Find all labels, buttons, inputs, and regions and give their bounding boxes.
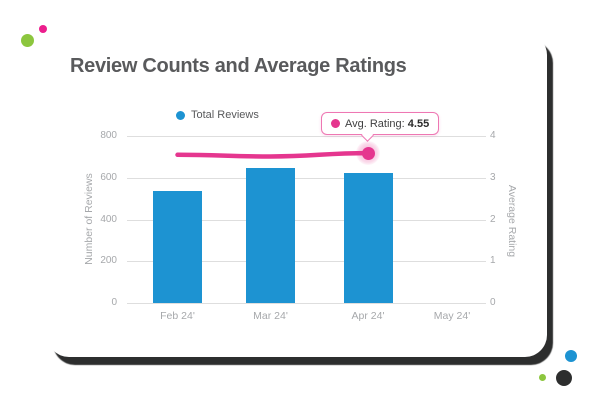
gridline xyxy=(127,177,486,179)
left-tick-label: 600 xyxy=(100,171,117,183)
decorative-dot-pink xyxy=(38,24,47,33)
left-tick-label: 400 xyxy=(100,213,117,225)
x-label: Apr 24' xyxy=(351,310,385,322)
x-label: Mar 24' xyxy=(253,310,288,322)
bar-apr24[interactable] xyxy=(343,172,393,303)
decorative-dot-dark xyxy=(556,370,572,386)
legend-label: Total Reviews xyxy=(191,109,259,121)
tooltip-dot-icon xyxy=(331,119,340,128)
bar-mar24[interactable] xyxy=(246,168,295,303)
x-label: Feb 24' xyxy=(160,310,195,322)
right-tick-label: 0 xyxy=(490,297,496,308)
decorative-dot-blue xyxy=(565,350,577,362)
gridline xyxy=(127,219,486,221)
right-tick-label: 1 xyxy=(490,255,496,267)
left-tick-label: 0 xyxy=(111,297,117,308)
right-tick-label: 2 xyxy=(490,213,496,225)
bar-feb24[interactable] xyxy=(153,191,202,303)
decorative-dot-green-small xyxy=(539,374,546,381)
legend-dot-icon xyxy=(176,110,185,120)
tooltip-text: Avg. Rating: 4.55 xyxy=(345,118,429,130)
tooltip-label: Avg. Rating: xyxy=(345,117,405,130)
gridline xyxy=(127,136,486,137)
chart-title: Review Counts and Average Ratings xyxy=(70,55,407,77)
right-tick-label: 4 xyxy=(490,130,496,141)
x-label: May 24' xyxy=(433,310,471,322)
gridline xyxy=(127,261,486,263)
tooltip-value: 4.55 xyxy=(407,117,430,130)
left-tick-label: 800 xyxy=(100,130,117,141)
rating-tooltip: Avg. Rating: 4.55 xyxy=(321,112,440,142)
gridline xyxy=(127,303,486,304)
decorative-dot-green-top xyxy=(21,34,34,47)
left-tick-label: 200 xyxy=(100,255,117,267)
rating-marker[interactable] xyxy=(361,146,375,160)
legend[interactable]: Total Reviews xyxy=(176,109,259,121)
tooltip-pointer-icon xyxy=(361,129,374,142)
right-tick-label: 3 xyxy=(490,171,496,183)
